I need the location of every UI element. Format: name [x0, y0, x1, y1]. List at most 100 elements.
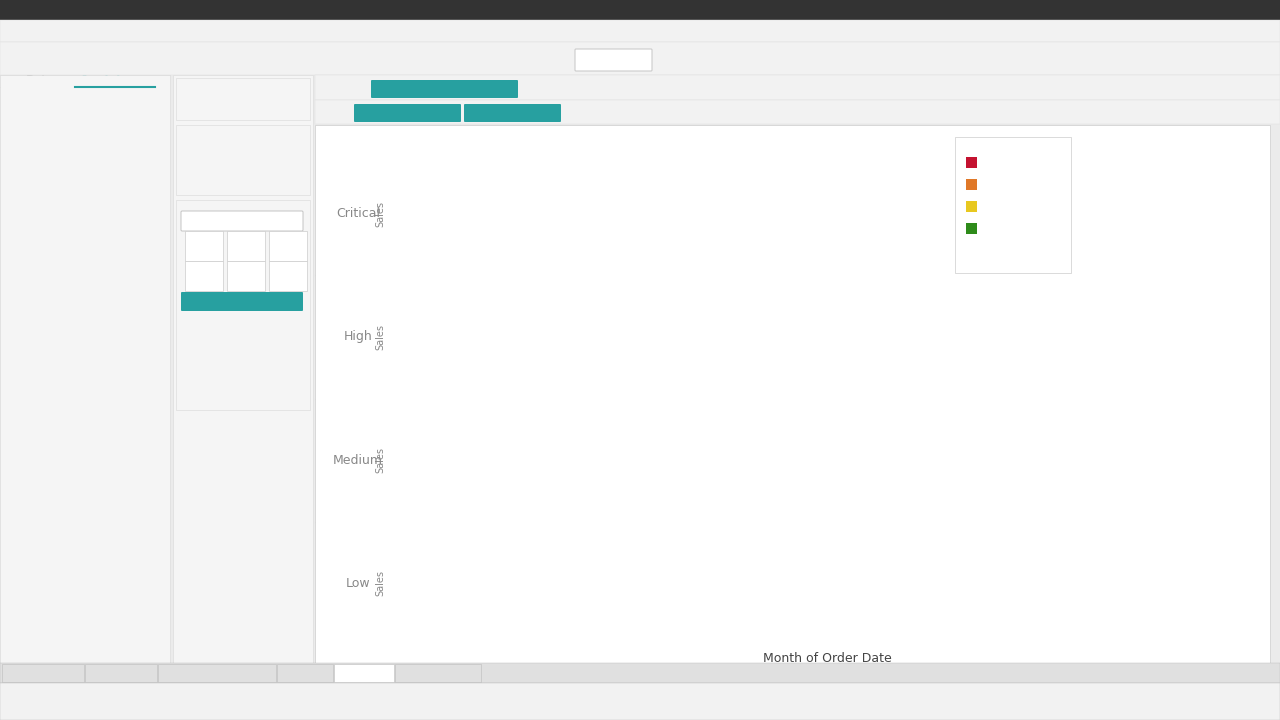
FancyBboxPatch shape [227, 231, 265, 261]
Text: Worksheet: Worksheet [60, 26, 115, 36]
Text: ⊞: ⊞ [522, 668, 531, 678]
FancyBboxPatch shape [269, 261, 307, 291]
Text: ⊞: ⊞ [10, 230, 15, 236]
FancyBboxPatch shape [396, 664, 481, 682]
Text: Data: Data [35, 26, 60, 36]
Text: ●: ● [283, 238, 293, 248]
Text: ●: ● [241, 238, 251, 248]
FancyBboxPatch shape [177, 78, 310, 120]
Text: Trend Line: Trend Line [22, 244, 72, 254]
Y-axis label: Sales: Sales [351, 199, 361, 228]
Text: Sales: Sales [375, 324, 385, 350]
Text: Tooltip: Tooltip [233, 282, 259, 292]
Text: Order Pr..: Order Pr.. [328, 128, 384, 142]
Text: Order Priority: Order Priority [965, 142, 1046, 152]
Text: Standard: Standard [591, 55, 635, 65]
FancyBboxPatch shape [269, 231, 307, 261]
Text: Reference Band: Reference Band [22, 330, 100, 340]
Text: Data: Data [26, 73, 54, 86]
FancyBboxPatch shape [186, 261, 223, 291]
Text: ⊞: ⊞ [10, 246, 15, 252]
Text: Critical: Critical [982, 157, 1019, 167]
FancyBboxPatch shape [371, 80, 518, 98]
FancyBboxPatch shape [276, 664, 333, 682]
Text: Summarize: Summarize [8, 93, 78, 103]
FancyBboxPatch shape [0, 663, 1280, 683]
Text: Story: Story [148, 26, 175, 36]
Text: ⊡  Data Source: ⊡ Data Source [8, 687, 82, 697]
Text: ⊞: ⊞ [10, 174, 15, 180]
Text: Medium: Medium [982, 201, 1024, 211]
FancyBboxPatch shape [315, 125, 1270, 665]
FancyBboxPatch shape [465, 104, 561, 122]
Text: ⊞: ⊞ [10, 158, 15, 164]
Text: ⊞  Show Me: ⊞ Show Me [1071, 55, 1138, 65]
FancyBboxPatch shape [966, 223, 977, 234]
Text: Analysis: Analysis [183, 26, 227, 36]
Text: Describe: Describe [342, 668, 387, 678]
Text: Reference Line: Reference Line [22, 314, 95, 324]
Text: Sales: Sales [375, 570, 385, 596]
FancyBboxPatch shape [355, 104, 461, 122]
Text: ⊞: ⊞ [10, 214, 15, 220]
FancyBboxPatch shape [575, 49, 652, 71]
Text: Pages: Pages [183, 82, 216, 92]
FancyBboxPatch shape [334, 664, 394, 682]
Text: Sales: Sales [375, 201, 385, 227]
FancyBboxPatch shape [0, 75, 170, 665]
FancyBboxPatch shape [180, 292, 303, 311]
Text: ⊙: ⊙ [242, 268, 250, 278]
FancyBboxPatch shape [84, 664, 157, 682]
Text: Forecast Fields: Forecast Fields [404, 668, 471, 678]
Text: Marks: Marks [183, 202, 216, 212]
Text: High: High [343, 330, 372, 343]
FancyBboxPatch shape [227, 261, 265, 291]
Text: Creating a forecast: Creating a forecast [174, 668, 260, 678]
Text: Custom: Custom [8, 300, 55, 310]
Text: 240 marks    4 rows by 1 column    SUM(Sales): 17,989,507: 240 marks 4 rows by 1 column SUM(Sales):… [8, 703, 298, 713]
FancyBboxPatch shape [966, 157, 977, 168]
Text: Model: Model [8, 198, 46, 208]
Text: Totals: Totals [22, 172, 50, 182]
Text: ⊞: ⊞ [10, 332, 15, 338]
FancyBboxPatch shape [315, 75, 1280, 100]
Text: Average Line: Average Line [22, 124, 86, 134]
Text: Path: Path [279, 282, 297, 292]
Text: Size: Size [238, 253, 253, 261]
Text: ⊡  Data Source: ⊡ Data Source [9, 668, 77, 678]
FancyBboxPatch shape [157, 664, 276, 682]
Text: Median with 95% CI: Median with 95% CI [22, 228, 119, 238]
Text: ⊞: ⊞ [10, 348, 15, 354]
Text: Columns: Columns [323, 82, 369, 92]
Text: Month of Order Date: Month of Order Date [763, 652, 892, 665]
FancyBboxPatch shape [180, 211, 303, 231]
Text: Critical: Critical [335, 207, 380, 220]
Text: Order Priority  ≑: Order Priority ≑ [370, 109, 444, 117]
Y-axis label: Sales: Sales [351, 570, 361, 598]
Text: ⊡  User: ⊡ User [780, 703, 817, 713]
FancyBboxPatch shape [3, 664, 84, 682]
Text: Median with Quartiles: Median with Quartiles [22, 140, 129, 150]
Text: Constant Line: Constant Line [22, 108, 90, 118]
Text: ●: ● [200, 238, 209, 248]
FancyBboxPatch shape [173, 75, 314, 665]
FancyBboxPatch shape [0, 20, 1280, 42]
Text: ≡  MONTH(Order Date): ≡ MONTH(Order Date) [392, 84, 497, 94]
Text: ▾: ▾ [292, 217, 296, 225]
Text: ⊞: ⊞ [483, 668, 492, 678]
FancyBboxPatch shape [0, 0, 1280, 20]
Text: Help: Help [349, 26, 374, 36]
Text: Detail: Detail [192, 282, 215, 292]
Text: Forecasting: Forecasting [95, 668, 147, 678]
Text: Dashboard: Dashboard [100, 26, 156, 36]
Text: Distribution Band: Distribution Band [22, 346, 108, 356]
Text: SUM(Sales)  🔗: SUM(Sales) 🔗 [481, 109, 543, 117]
Text: Low: Low [982, 223, 1002, 233]
Text: −   ⧉   ✕: − ⧉ ✕ [1230, 5, 1271, 15]
Text: Rows: Rows [323, 107, 349, 117]
FancyBboxPatch shape [0, 42, 1280, 75]
Text: Box Plot: Box Plot [22, 362, 61, 372]
Text: Average with 95% CI: Average with 95% CI [22, 212, 123, 222]
Text: ⊞: ⊞ [502, 668, 512, 678]
Text: ⊞: ⊞ [10, 364, 15, 370]
